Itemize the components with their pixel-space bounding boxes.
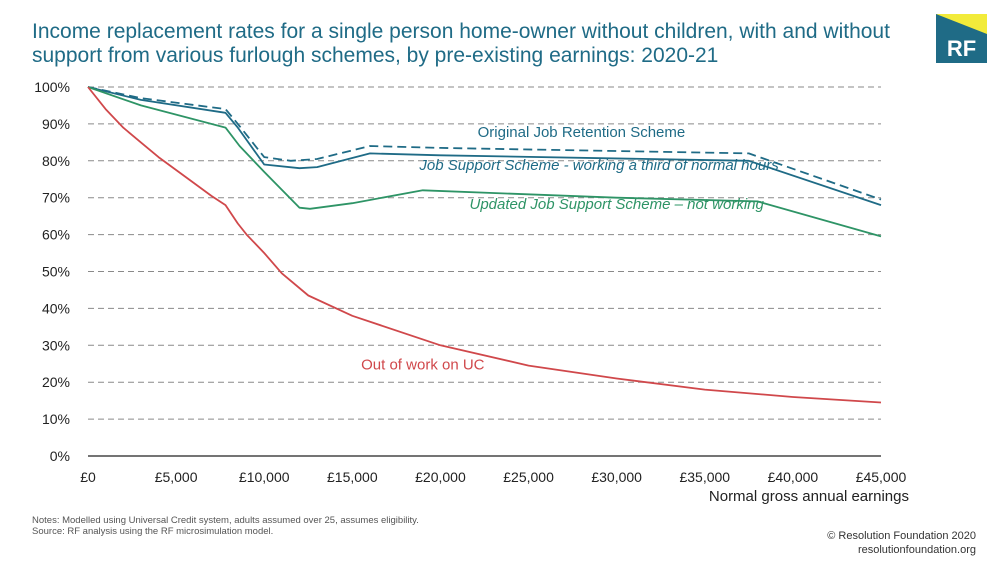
y-tick-label: 0% <box>50 448 70 464</box>
y-tick-label: 30% <box>42 337 70 353</box>
y-tick-label: 70% <box>42 190 70 206</box>
footer: © Resolution Foundation 2020 resolutionf… <box>827 529 976 557</box>
resolution-foundation-logo: RF <box>936 14 987 63</box>
x-tick-label: £10,000 <box>239 469 290 485</box>
y-tick-label: 80% <box>42 153 70 169</box>
series-line <box>87 86 882 404</box>
series-line <box>87 86 882 238</box>
x-tick-label: £25,000 <box>503 469 554 485</box>
series-label: Updated Job Support Scheme – not working <box>469 196 764 213</box>
y-tick-label: 20% <box>42 374 70 390</box>
series-labels: Original Job Retention Scheme Job Support… <box>361 124 779 373</box>
y-tick-label: 10% <box>42 411 70 427</box>
footer-url: resolutionfoundation.org <box>857 544 976 556</box>
y-tick-label: 50% <box>42 264 70 280</box>
copyright: © Resolution Foundation 2020 <box>827 530 976 542</box>
series-lines <box>87 86 882 404</box>
y-tick-label: 100% <box>34 79 70 95</box>
y-tick-label: 90% <box>42 116 70 132</box>
series-label: Job Support Scheme - working a third of … <box>418 157 779 174</box>
x-tick-label: £45,000 <box>856 469 907 485</box>
y-tick-label: 40% <box>42 300 70 316</box>
x-tick-label: £20,000 <box>415 469 466 485</box>
y-tick-label: 60% <box>42 227 70 243</box>
series-line <box>87 86 882 201</box>
series-line <box>87 86 882 206</box>
x-tick-label: £5,000 <box>155 469 198 485</box>
x-tick-label: £30,000 <box>591 469 642 485</box>
axes: 0% 10% 20% 30% 40% 50% 60% 70% 80% 90% 100% £0 £5,00… <box>34 79 906 485</box>
notes: Notes: Modelled using Universal Credit s… <box>32 515 419 537</box>
series-label: Out of work on UC <box>361 356 485 373</box>
grid-lines <box>88 86 881 420</box>
x-tick-label: £0 <box>80 469 96 485</box>
x-axis-title: Normal gross annual earnings <box>709 488 909 505</box>
chart-title: Income replacement rates for a single pe… <box>32 20 890 67</box>
x-tick-label: £35,000 <box>679 469 730 485</box>
logo-text: RF <box>947 36 976 61</box>
x-tick-label: £40,000 <box>768 469 819 485</box>
series-label: Original Job Retention Scheme <box>478 124 686 141</box>
line-chart: 0% 10% 20% 30% 40% 50% 60% 70% 80% 90% 100% £0 £5,00… <box>34 79 909 505</box>
notes-line: Notes: Modelled using Universal Credit s… <box>32 515 419 526</box>
x-tick-label: £15,000 <box>327 469 378 485</box>
logo-accent <box>936 14 987 34</box>
source-line: Source: RF analysis using the RF microsi… <box>32 526 274 537</box>
